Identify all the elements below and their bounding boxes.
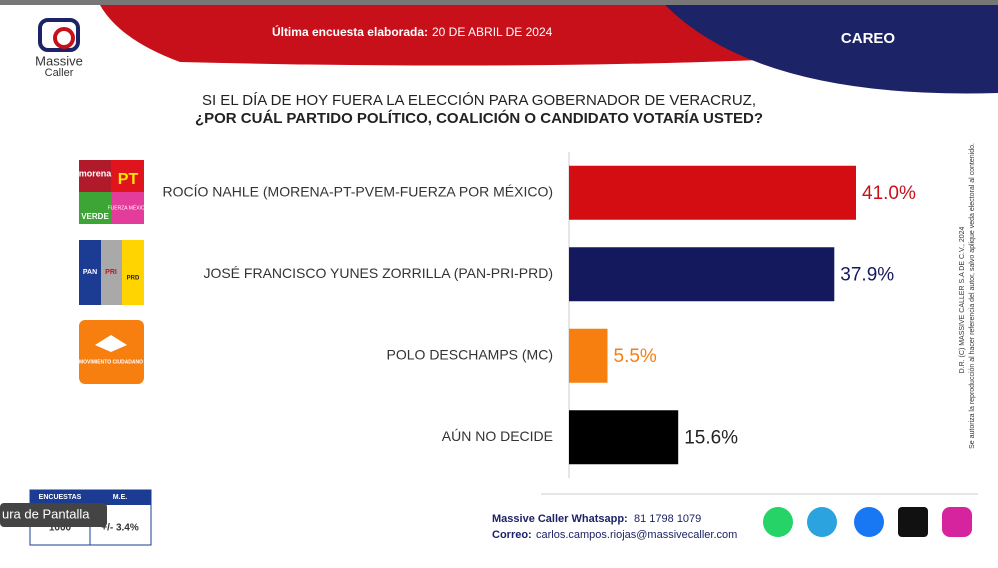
tooltip: ura de Pantalla (2, 506, 90, 521)
brand: Massive (35, 53, 83, 68)
bar (569, 328, 608, 383)
logo-coalition-2: PAN PRI PRD (79, 240, 144, 305)
value-label: 37.9% (840, 264, 894, 285)
logo-text: VERDE (81, 212, 109, 221)
top-strip (0, 0, 998, 5)
logo-coalition-1: morena PT VERDE FUERZA MÉXICO (79, 160, 149, 224)
logo-tile (79, 160, 111, 192)
table-cell: 1000 (49, 523, 72, 534)
logo-eagle (95, 335, 127, 352)
category-label: JOSÉ FRANCISCO YUNES ZORRILLA (PAN-PRI-P… (203, 265, 553, 281)
value-label: 15.6% (684, 427, 738, 448)
logo-text: FUERZA MÉXICO (108, 204, 149, 211)
logo-text: PAN (83, 269, 97, 276)
side-note: D.R. (C) MASSIVE CALLER S.A DE C.V., 202… (959, 226, 966, 373)
side-note: Se autoriza la reproducción al hacer ref… (969, 143, 976, 449)
logo-tile (79, 192, 111, 224)
telegram-icon[interactable] (807, 507, 837, 537)
whatsapp-icon[interactable] (763, 507, 793, 537)
logo-text: MOVIMIENTO CIUDADANO (79, 359, 143, 365)
header-band (100, 5, 760, 66)
tooltip-box (0, 503, 107, 527)
logo-tile (101, 240, 122, 305)
email: carlos.campos.riojas@massivecaller.com (536, 529, 737, 541)
logo-mark (53, 27, 75, 49)
section: CAREO (841, 30, 896, 47)
logo-text: PRD (127, 276, 140, 282)
table-header-cell: ENCUESTAS (39, 494, 82, 501)
logo-tile (79, 240, 101, 305)
logo-text: morena (79, 168, 113, 178)
instagram-icon[interactable] (942, 507, 972, 537)
category-label: POLO DESCHAMPS (MC) (387, 346, 553, 362)
whatsapp: 81 1798 1079 (634, 513, 701, 525)
whatsapp-label: Massive Caller Whatsapp: (492, 513, 628, 525)
bar (569, 165, 856, 220)
x-icon[interactable] (898, 507, 928, 537)
survey-label: Última encuesta elaborada: (272, 24, 428, 39)
value-label: 41.0% (862, 183, 916, 204)
logo-tile (111, 192, 144, 224)
table-header-cell: M.E. (113, 494, 127, 501)
table-cell: +/- 3.4% (101, 523, 139, 534)
category-label: AÚN NO DECIDE (442, 428, 553, 444)
logo-text: PT (118, 171, 139, 188)
survey-date: 20 DE ABRIL DE 2024 (432, 25, 553, 39)
chart-title: ¿POR CUÁL PARTIDO POLÍTICO, COALICIÓN O … (195, 109, 763, 127)
logo-mark (38, 18, 80, 52)
email-label: Correo: (492, 529, 532, 541)
logo-tile (122, 240, 144, 305)
header-blob (665, 5, 998, 94)
logo-tile (79, 320, 144, 384)
logo-tile (111, 160, 144, 192)
bar (569, 247, 835, 302)
category-label: ROCÍO NAHLE (MORENA-PT-PVEM-FUERZA POR M… (163, 183, 553, 199)
brand: Caller (45, 67, 74, 79)
value-label: 5.5% (614, 346, 657, 367)
bar (569, 410, 679, 465)
logo-mc: MOVIMIENTO CIUDADANO (79, 320, 144, 384)
facebook-icon[interactable] (854, 507, 884, 537)
chart-title: SI EL DÍA DE HOY FUERA LA ELECCIÓN PARA … (202, 92, 756, 109)
logo-text: PRI (105, 269, 117, 276)
